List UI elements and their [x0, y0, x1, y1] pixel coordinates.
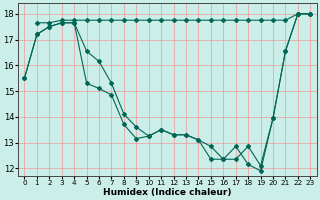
X-axis label: Humidex (Indice chaleur): Humidex (Indice chaleur)	[103, 188, 232, 197]
